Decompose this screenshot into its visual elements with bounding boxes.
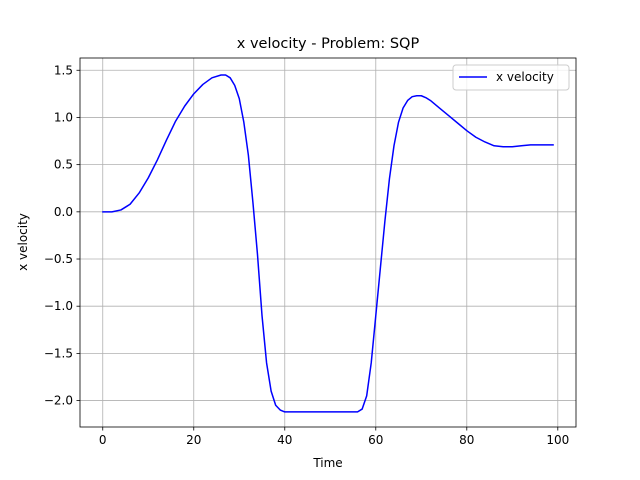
series-line-x-velocity [102,74,554,413]
legend-box [452,64,570,91]
legend: x velocity [452,64,570,91]
x-tick-label: 60 [368,433,383,447]
plot-area-frame [79,57,577,428]
grid [80,58,576,427]
chart-title: x velocity - Problem: SQP [237,36,420,52]
x-axis-ticks: 0 20 40 60 80 100 [99,427,569,447]
y-tick-label: 0.5 [54,158,73,172]
x-tick-label: 0 [99,433,107,447]
y-axis-ticks: −2.0 −1.5 −1.0 −0.5 0.0 0.5 1.0 1.5 [44,63,80,408]
x-tick-label: 40 [277,433,292,447]
y-tick-label: 1.5 [54,63,73,77]
y-tick-label: −1.5 [44,346,73,360]
y-tick-label: 1.0 [54,110,73,124]
x-axis-title: Time [312,456,342,470]
y-tick-label: 0.0 [54,205,73,219]
series-layer [102,74,554,413]
x-tick-label: 20 [186,433,201,447]
legend-label-x-velocity: x velocity [496,70,554,84]
y-tick-label: −1.0 [44,299,73,313]
y-tick-label: −0.5 [44,252,73,266]
y-tick-label: −2.0 [44,394,73,408]
x-tick-label: 100 [546,433,569,447]
x-tick-label: 80 [459,433,474,447]
y-axis-title: x velocity [16,213,30,271]
